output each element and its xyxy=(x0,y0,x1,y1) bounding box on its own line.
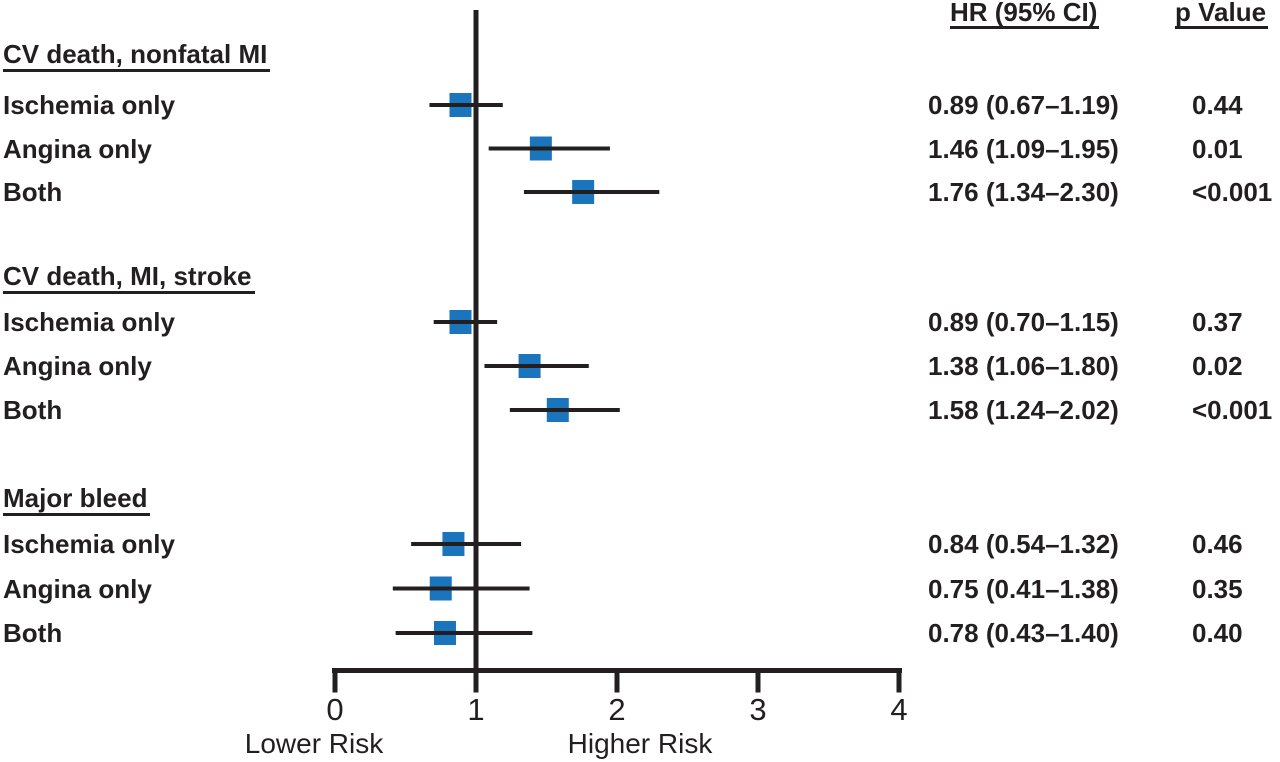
p-value: <0.001 xyxy=(1192,395,1273,425)
hr-ci-value: 0.84 (0.54–1.32) xyxy=(928,529,1119,559)
p-value: 0.02 xyxy=(1192,351,1243,381)
hr-ci-value: 0.75 (0.41–1.38) xyxy=(928,573,1119,604)
x-axis-tick-label: 4 xyxy=(890,692,908,727)
hr-ci-value: 0.78 (0.43–1.40) xyxy=(928,618,1119,648)
p-value: 0.37 xyxy=(1192,307,1243,337)
row-label: Ischemia only xyxy=(3,307,175,337)
x-axis-tick-label: 0 xyxy=(326,692,344,727)
hr-ci-value: 0.89 (0.67–1.19) xyxy=(928,90,1119,120)
row-label: Ischemia only xyxy=(3,529,175,559)
row-label: Both xyxy=(3,395,63,425)
p-value: 0.46 xyxy=(1192,529,1243,559)
row-label: Both xyxy=(3,177,63,207)
row-label: Both xyxy=(3,618,63,648)
p-value: 0.40 xyxy=(1192,618,1243,648)
p-value-column-header: p Value xyxy=(1175,0,1269,29)
x-axis-tick-label: 2 xyxy=(608,692,626,727)
hr-ci-value: 1.38 (1.06–1.80) xyxy=(928,351,1119,381)
row-label: Angina only xyxy=(3,133,152,164)
hr-ci-value: 1.76 (1.34–2.30) xyxy=(928,177,1119,207)
group-header: Major bleed xyxy=(3,484,151,516)
group-header: CV death, MI, stroke xyxy=(3,262,255,294)
p-value: 0.01 xyxy=(1192,133,1243,164)
hr-ci-value: 1.58 (1.24–2.02) xyxy=(928,395,1119,425)
p-value: 0.35 xyxy=(1192,573,1243,604)
hr-ci-value: 1.46 (1.09–1.95) xyxy=(928,133,1119,164)
hr-ci-value: 0.89 (0.70–1.15) xyxy=(928,307,1119,337)
row-label: Ischemia only xyxy=(3,90,175,120)
x-axis-tick-label: 3 xyxy=(749,692,767,727)
axis-label-higher-risk: Higher Risk xyxy=(567,728,713,759)
axis-label-lower-risk: Lower Risk xyxy=(244,728,384,759)
hr-column-header: HR (95% CI) xyxy=(950,0,1100,29)
row-label: Angina only xyxy=(3,351,152,381)
group-header: CV death, nonfatal MI xyxy=(3,40,271,72)
x-axis-tick-label: 1 xyxy=(467,692,485,727)
p-value: 0.44 xyxy=(1192,90,1243,120)
p-value: <0.001 xyxy=(1192,177,1273,207)
row-label: Angina only xyxy=(3,573,152,604)
